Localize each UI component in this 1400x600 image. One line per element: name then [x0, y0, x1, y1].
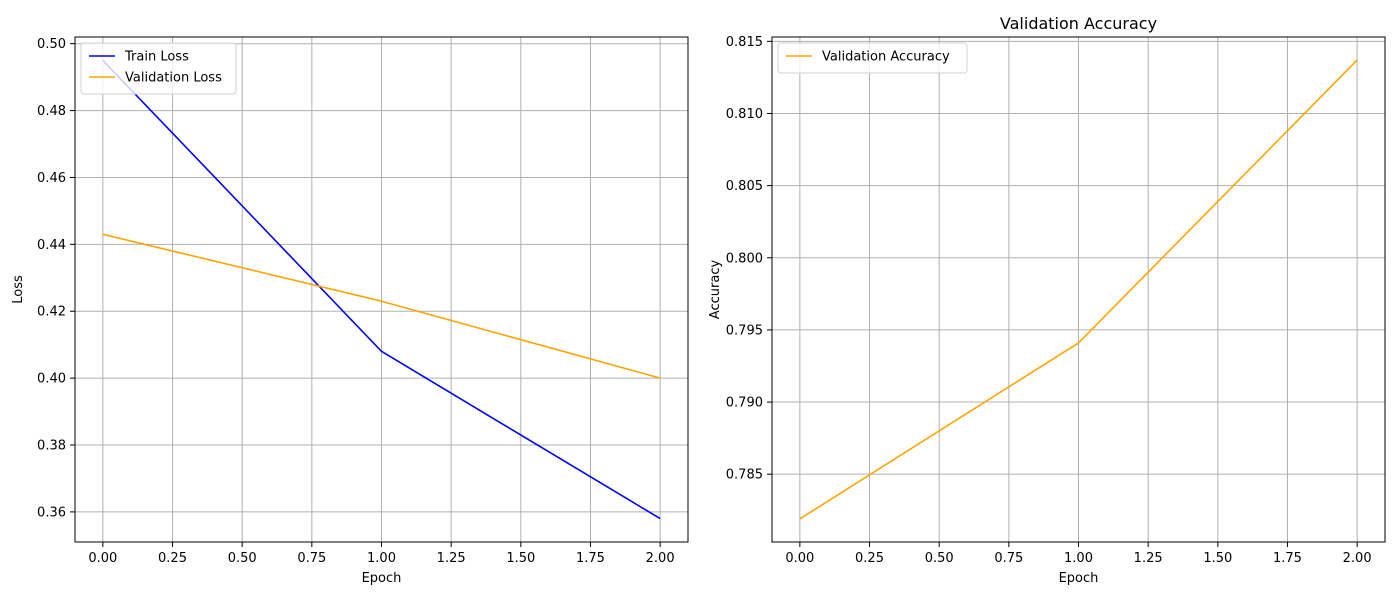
- chart-0-legend-box: [80, 42, 237, 95]
- chart-1-y-tick-label: 0.815: [726, 35, 763, 50]
- chart-1-y-tick-label: 0.805: [726, 179, 763, 194]
- chart-1-y-tick-label: 0.785: [726, 468, 763, 483]
- chart-1-x-tick-label: 1.25: [1134, 551, 1163, 566]
- chart-1-y-axis-label: Accuracy: [708, 260, 723, 320]
- chart-1-x-axis-label: Epoch: [1059, 571, 1099, 586]
- chart-0-x-tick-label: 0.75: [297, 551, 326, 566]
- chart-1-x-tick-label: 0.00: [785, 551, 814, 566]
- chart-0-x-tick-label: 0.50: [228, 551, 257, 566]
- chart-0-y-tick-label: 0.48: [37, 104, 66, 119]
- chart-1-legend-label-0: Validation Accuracy: [822, 50, 950, 65]
- chart-0-y-tick-label: 0.40: [37, 372, 66, 387]
- chart-0-y-tick-label: 0.42: [37, 305, 66, 320]
- chart-0-x-tick-label: 0.00: [88, 551, 117, 566]
- chart-1-y-tick-label: 0.800: [726, 251, 763, 266]
- chart-1-series-line-0: [799, 59, 1358, 520]
- chart-1-title: Validation Accuracy: [1000, 14, 1157, 33]
- chart-0-y-tick-label: 0.38: [37, 439, 66, 454]
- chart-0-y-tick-label: 0.50: [37, 37, 66, 52]
- chart-1-x-tick-label: 1.75: [1273, 551, 1302, 566]
- chart-0-x-tick-label: 1.50: [506, 551, 535, 566]
- chart-0-x-tick-label: 1.25: [437, 551, 466, 566]
- chart-1-y-tick-label: 0.795: [726, 323, 763, 338]
- chart-0-y-tick-label: 0.44: [37, 238, 66, 253]
- chart-0-series-line-0: [102, 59, 661, 520]
- chart-1-x-tick-label: 2.00: [1343, 551, 1372, 566]
- chart-1-x-tick-label: 0.25: [855, 551, 884, 566]
- chart-0-legend-label-0: Train Loss: [124, 50, 189, 65]
- chart-0-legend-label-1: Validation Loss: [125, 71, 222, 86]
- chart-0-x-tick-label: 1.00: [367, 551, 396, 566]
- chart-1-x-tick-label: 0.75: [994, 551, 1023, 566]
- accuracy-chart: 0.00 0.25 0.50 0.75 1.00 1.25 1.50 1.75 2.00 0.78…: [708, 14, 1386, 586]
- chart-0-x-axis-label: Epoch: [362, 571, 402, 586]
- chart-1-legend: Validation Accuracy: [777, 42, 968, 74]
- chart-1-x-tick-label: 1.00: [1064, 551, 1093, 566]
- chart-1-y-tick-label: 0.810: [726, 107, 763, 122]
- chart-0-plot-frame: [74, 36, 689, 543]
- chart-1-plot-frame: [771, 36, 1386, 543]
- chart-0-series-line-1: [102, 233, 661, 379]
- chart-1-y-tick-label: 0.790: [726, 396, 763, 411]
- chart-0-y-axis-label: Loss: [11, 275, 26, 304]
- chart-1-x-tick-label: 1.50: [1203, 551, 1232, 566]
- chart-0-y-tick-label: 0.46: [37, 171, 66, 186]
- chart-0-x-tick-label: 2.00: [646, 551, 675, 566]
- loss-chart: 0.00 0.25 0.50 0.75 1.00 1.25 1.50 1.75 2.00 0.36…: [11, 36, 689, 586]
- chart-0-x-tick-label: 0.25: [158, 551, 187, 566]
- chart-0-legend: Train Loss Validation Loss: [80, 42, 237, 95]
- chart-0-x-tick-label: 1.75: [576, 551, 605, 566]
- chart-1-legend-box: [777, 42, 968, 74]
- chart-1-x-tick-label: 0.50: [925, 551, 954, 566]
- chart-0-y-tick-label: 0.36: [37, 505, 66, 520]
